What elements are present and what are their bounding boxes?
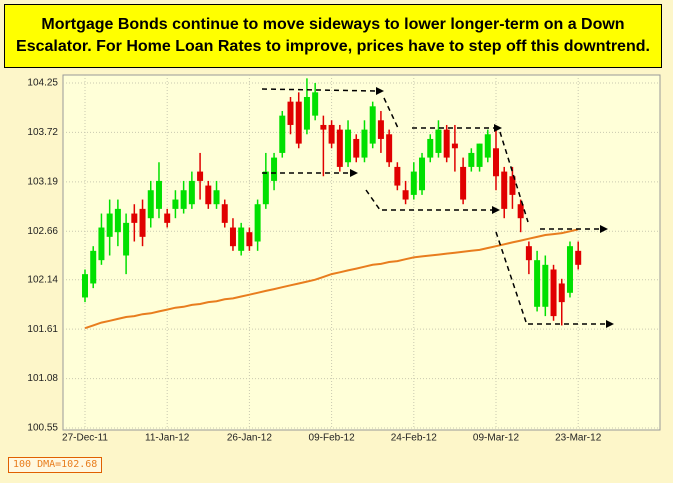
candle-body <box>402 190 409 200</box>
candle-body <box>188 180 195 205</box>
candle-body <box>147 190 154 219</box>
x-tick-label: 26-Jan-12 <box>227 433 272 444</box>
candle-body <box>451 143 458 149</box>
candle-body <box>90 250 97 284</box>
candle-body <box>180 190 187 209</box>
candle-body <box>517 204 524 219</box>
y-tick-label: 100.55 <box>27 423 58 434</box>
candle-body <box>336 129 343 167</box>
candle-body <box>205 185 212 205</box>
y-tick-label: 101.08 <box>27 373 58 384</box>
candle-body <box>254 204 261 242</box>
candle-body <box>295 101 302 144</box>
y-tick-label: 103.72 <box>27 127 58 138</box>
candle-body <box>484 134 491 158</box>
candle-body <box>353 138 360 158</box>
candle-body <box>139 208 146 237</box>
legend-entry: 100 DMA=102.68 <box>8 457 103 473</box>
title-line: Mortgage Bonds continue to move sideways… <box>41 16 625 33</box>
candle-body <box>427 138 434 158</box>
x-tick-label: 09-Feb-12 <box>309 433 356 444</box>
candle-body <box>509 176 516 195</box>
candle-body <box>172 199 179 209</box>
x-tick-label: 24-Feb-12 <box>391 433 438 444</box>
y-tick-label: 103.19 <box>27 176 58 187</box>
y-tick-label: 104.25 <box>27 78 58 89</box>
candle-body <box>410 171 417 195</box>
candle-body <box>460 166 467 200</box>
candle-body <box>213 190 220 205</box>
candle-body <box>155 180 162 209</box>
y-tick-label: 102.66 <box>27 226 58 237</box>
candle-body <box>279 115 286 153</box>
candle-body <box>386 134 393 163</box>
candle-body <box>164 213 171 223</box>
candle-body <box>443 129 450 158</box>
candle-body <box>229 227 236 247</box>
candle-body <box>106 213 113 237</box>
x-tick-label: 09-Mar-12 <box>473 433 520 444</box>
candle-body <box>345 129 352 163</box>
candle-body <box>558 283 565 303</box>
candle-body <box>197 171 204 181</box>
candle-body <box>361 129 368 158</box>
candle-body <box>525 246 532 261</box>
candle-body <box>369 106 376 144</box>
candle-body <box>575 250 582 265</box>
candle-body <box>123 222 130 256</box>
candle-body <box>377 120 384 139</box>
candle-body <box>303 96 310 130</box>
candle-body <box>131 213 138 223</box>
candle-body <box>534 260 541 307</box>
y-tick-label: 101.61 <box>27 324 58 335</box>
candle-body <box>419 157 426 191</box>
candle-body <box>221 204 228 223</box>
candle-body <box>328 124 335 144</box>
candle-body <box>566 246 573 293</box>
candle-body <box>501 171 508 209</box>
candle-body <box>493 148 499 177</box>
candle-body <box>287 101 294 125</box>
title-line: Escalator. For Home Loan Rates to improv… <box>16 38 650 55</box>
candle-body <box>542 264 549 307</box>
candle-body <box>312 92 319 116</box>
x-tick-label: 27-Dec-11 <box>62 433 108 444</box>
candle-body <box>246 232 253 247</box>
candle-body <box>262 171 269 205</box>
trend-arrows <box>261 87 614 328</box>
candle-body <box>114 208 121 233</box>
candle-body <box>320 124 327 130</box>
candle-body <box>435 129 442 153</box>
candle-body <box>98 227 105 261</box>
title-box: Mortgage Bonds continue to move sideways… <box>4 4 662 68</box>
y-tick-label: 102.14 <box>27 274 58 285</box>
x-tick-label: 23-Mar-12 <box>555 433 602 444</box>
candle-body <box>476 143 483 167</box>
candle-body <box>394 166 401 186</box>
candle-body <box>468 152 475 167</box>
candle-body <box>550 269 557 317</box>
candle-body <box>238 227 245 251</box>
candle-body <box>82 274 88 298</box>
candle-body <box>271 157 278 181</box>
ma-line <box>84 228 579 330</box>
x-tick-label: 11-Jan-12 <box>145 433 190 444</box>
